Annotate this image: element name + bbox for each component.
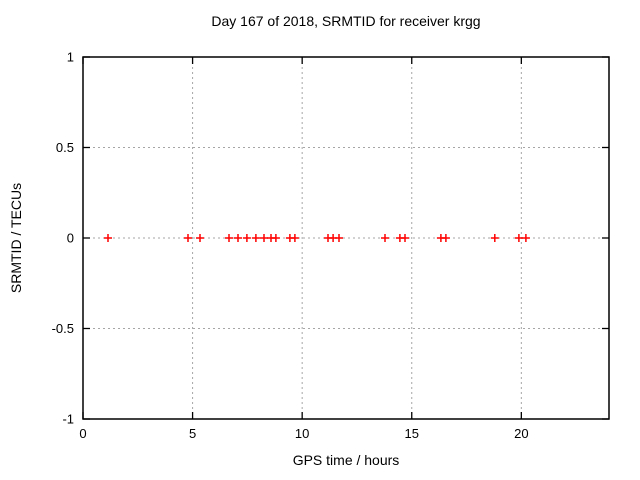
data-point-marker [225, 234, 233, 242]
chart-title: Day 167 of 2018, SRMTID for receiver krg… [211, 13, 481, 29]
data-point-marker [401, 234, 409, 242]
y-tick-label: -0.5 [52, 321, 74, 336]
plot-border [82, 56, 610, 420]
x-tick-label: 0 [79, 426, 86, 441]
x-tick-label: 20 [514, 426, 528, 441]
x-tick-label: 15 [405, 426, 419, 441]
x-tick-label: 5 [189, 426, 196, 441]
y-tick-label: -1 [62, 412, 74, 427]
data-point-marker [514, 234, 523, 242]
data-point-marker [251, 234, 260, 242]
data-point-marker [335, 234, 343, 242]
data-point-marker [290, 234, 299, 242]
y-tick-label: 0.5 [56, 140, 74, 155]
x-tick-label: 10 [295, 426, 309, 441]
data-point-marker [104, 234, 112, 242]
data-point-marker [260, 234, 268, 242]
data-point-marker [242, 234, 251, 242]
x-axis-label: GPS time / hours [292, 452, 400, 468]
data-point-marker [184, 234, 192, 242]
data-point-marker [490, 234, 499, 242]
data-point-marker [381, 234, 389, 242]
data-point-marker [196, 234, 204, 242]
data-point-marker [441, 234, 450, 242]
y-tick-label: 0 [67, 231, 74, 246]
data-point-marker [234, 234, 242, 242]
data-point-marker [271, 234, 280, 242]
y-tick-label: 1 [67, 50, 74, 65]
data-point-marker [521, 234, 530, 242]
y-axis-label: SRMTID / TECUs [8, 182, 24, 294]
